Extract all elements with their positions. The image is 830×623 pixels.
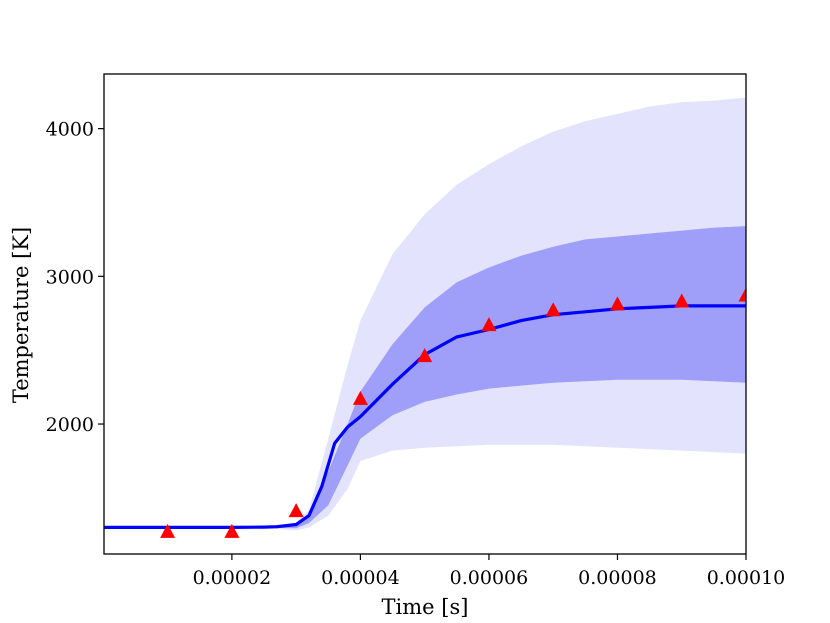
measurement-marker [738, 287, 746, 302]
y-tick-label: 2000 [46, 414, 94, 436]
y-axis-ticks: 2000 3000 4000 [46, 119, 104, 436]
x-tick-label: 0.00004 [321, 567, 400, 589]
measurement-markers [160, 287, 746, 538]
measurement-marker [609, 296, 625, 311]
measurement-marker [288, 503, 304, 518]
x-tick-label: 0.00010 [707, 567, 786, 589]
mean-temperature-line [104, 304, 746, 530]
x-tick-label: 0.00002 [193, 567, 272, 589]
x-tick-label: 0.00006 [450, 567, 529, 589]
measurement-marker [545, 302, 561, 317]
measurement-marker [224, 523, 240, 538]
measurement-marker [674, 293, 690, 308]
measurement-marker [160, 523, 176, 538]
y-axis-label: Temperature [K] [9, 227, 33, 403]
x-axis-label: Time [s] [382, 595, 469, 619]
inner-uncertainty-band [104, 226, 746, 529]
plot-frame [103, 73, 747, 555]
y-tick-label: 4000 [46, 119, 94, 141]
measurement-marker [481, 317, 497, 332]
x-axis-ticks: 0.00002 0.00004 0.00006 0.00008 0.00010 [193, 554, 786, 589]
y-tick-label: 3000 [46, 266, 94, 288]
x-tick-label: 0.00008 [578, 567, 657, 589]
plot-content [104, 97, 746, 538]
measurement-marker [417, 348, 433, 363]
measurement-marker [352, 390, 368, 405]
